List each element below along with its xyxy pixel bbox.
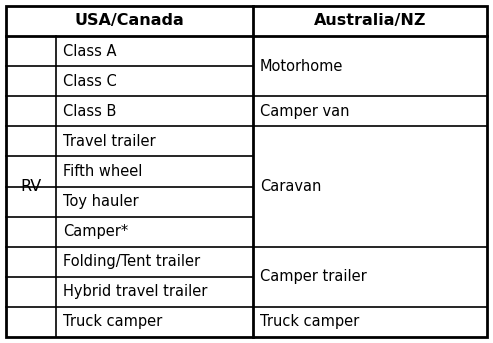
Text: Class A: Class A — [63, 44, 116, 59]
Text: Camper trailer: Camper trailer — [260, 269, 367, 284]
Text: Truck camper: Truck camper — [63, 315, 162, 329]
Text: Fifth wheel: Fifth wheel — [63, 164, 142, 179]
Text: Travel trailer: Travel trailer — [63, 134, 156, 149]
Text: USA/Canada: USA/Canada — [74, 13, 184, 28]
Text: Camper*: Camper* — [63, 224, 128, 239]
Text: Motorhome: Motorhome — [260, 59, 344, 74]
Text: Toy hauler: Toy hauler — [63, 194, 139, 209]
Text: Class B: Class B — [63, 104, 116, 119]
Text: Hybrid travel trailer: Hybrid travel trailer — [63, 284, 208, 299]
Text: Australia/NZ: Australia/NZ — [314, 13, 426, 28]
Text: Caravan: Caravan — [260, 179, 321, 194]
Text: Folding/Tent trailer: Folding/Tent trailer — [63, 254, 200, 269]
Text: RV: RV — [20, 179, 41, 194]
Text: Truck camper: Truck camper — [260, 315, 359, 329]
Text: Camper van: Camper van — [260, 104, 350, 119]
Text: Class C: Class C — [63, 74, 117, 88]
